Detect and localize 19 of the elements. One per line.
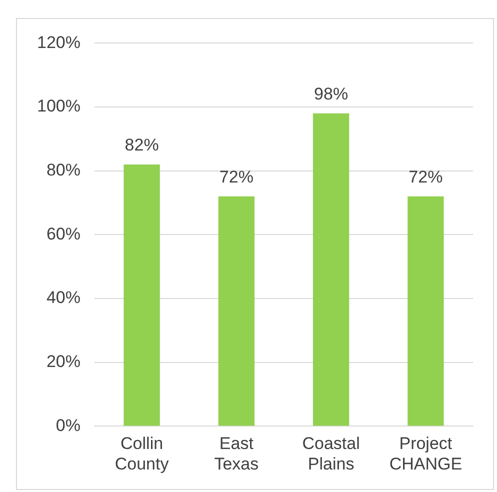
y-tick-label: 100% (36, 96, 80, 116)
bar (218, 196, 255, 426)
y-tick-label: 80% (46, 160, 80, 180)
x-tick-label: Collin County (114, 434, 170, 474)
y-tick-label: 20% (46, 352, 80, 372)
bar (408, 196, 444, 426)
data-label: 72% (408, 168, 443, 187)
x-tick-label: East Texas (214, 434, 259, 474)
bar (312, 113, 350, 426)
y-tick-label: 0% (56, 416, 80, 435)
y-tick-label: 60% (46, 224, 80, 244)
y-tick-label: 40% (46, 288, 80, 308)
y-tick-label: 120% (36, 32, 80, 52)
x-tick-label: Coastal Plains (302, 434, 360, 474)
data-label: 98% (314, 84, 348, 104)
bar (124, 164, 160, 426)
data-label: 82% (124, 136, 159, 155)
x-tick-label: Project CHANGE (389, 434, 462, 474)
data-label: 72% (219, 168, 254, 187)
